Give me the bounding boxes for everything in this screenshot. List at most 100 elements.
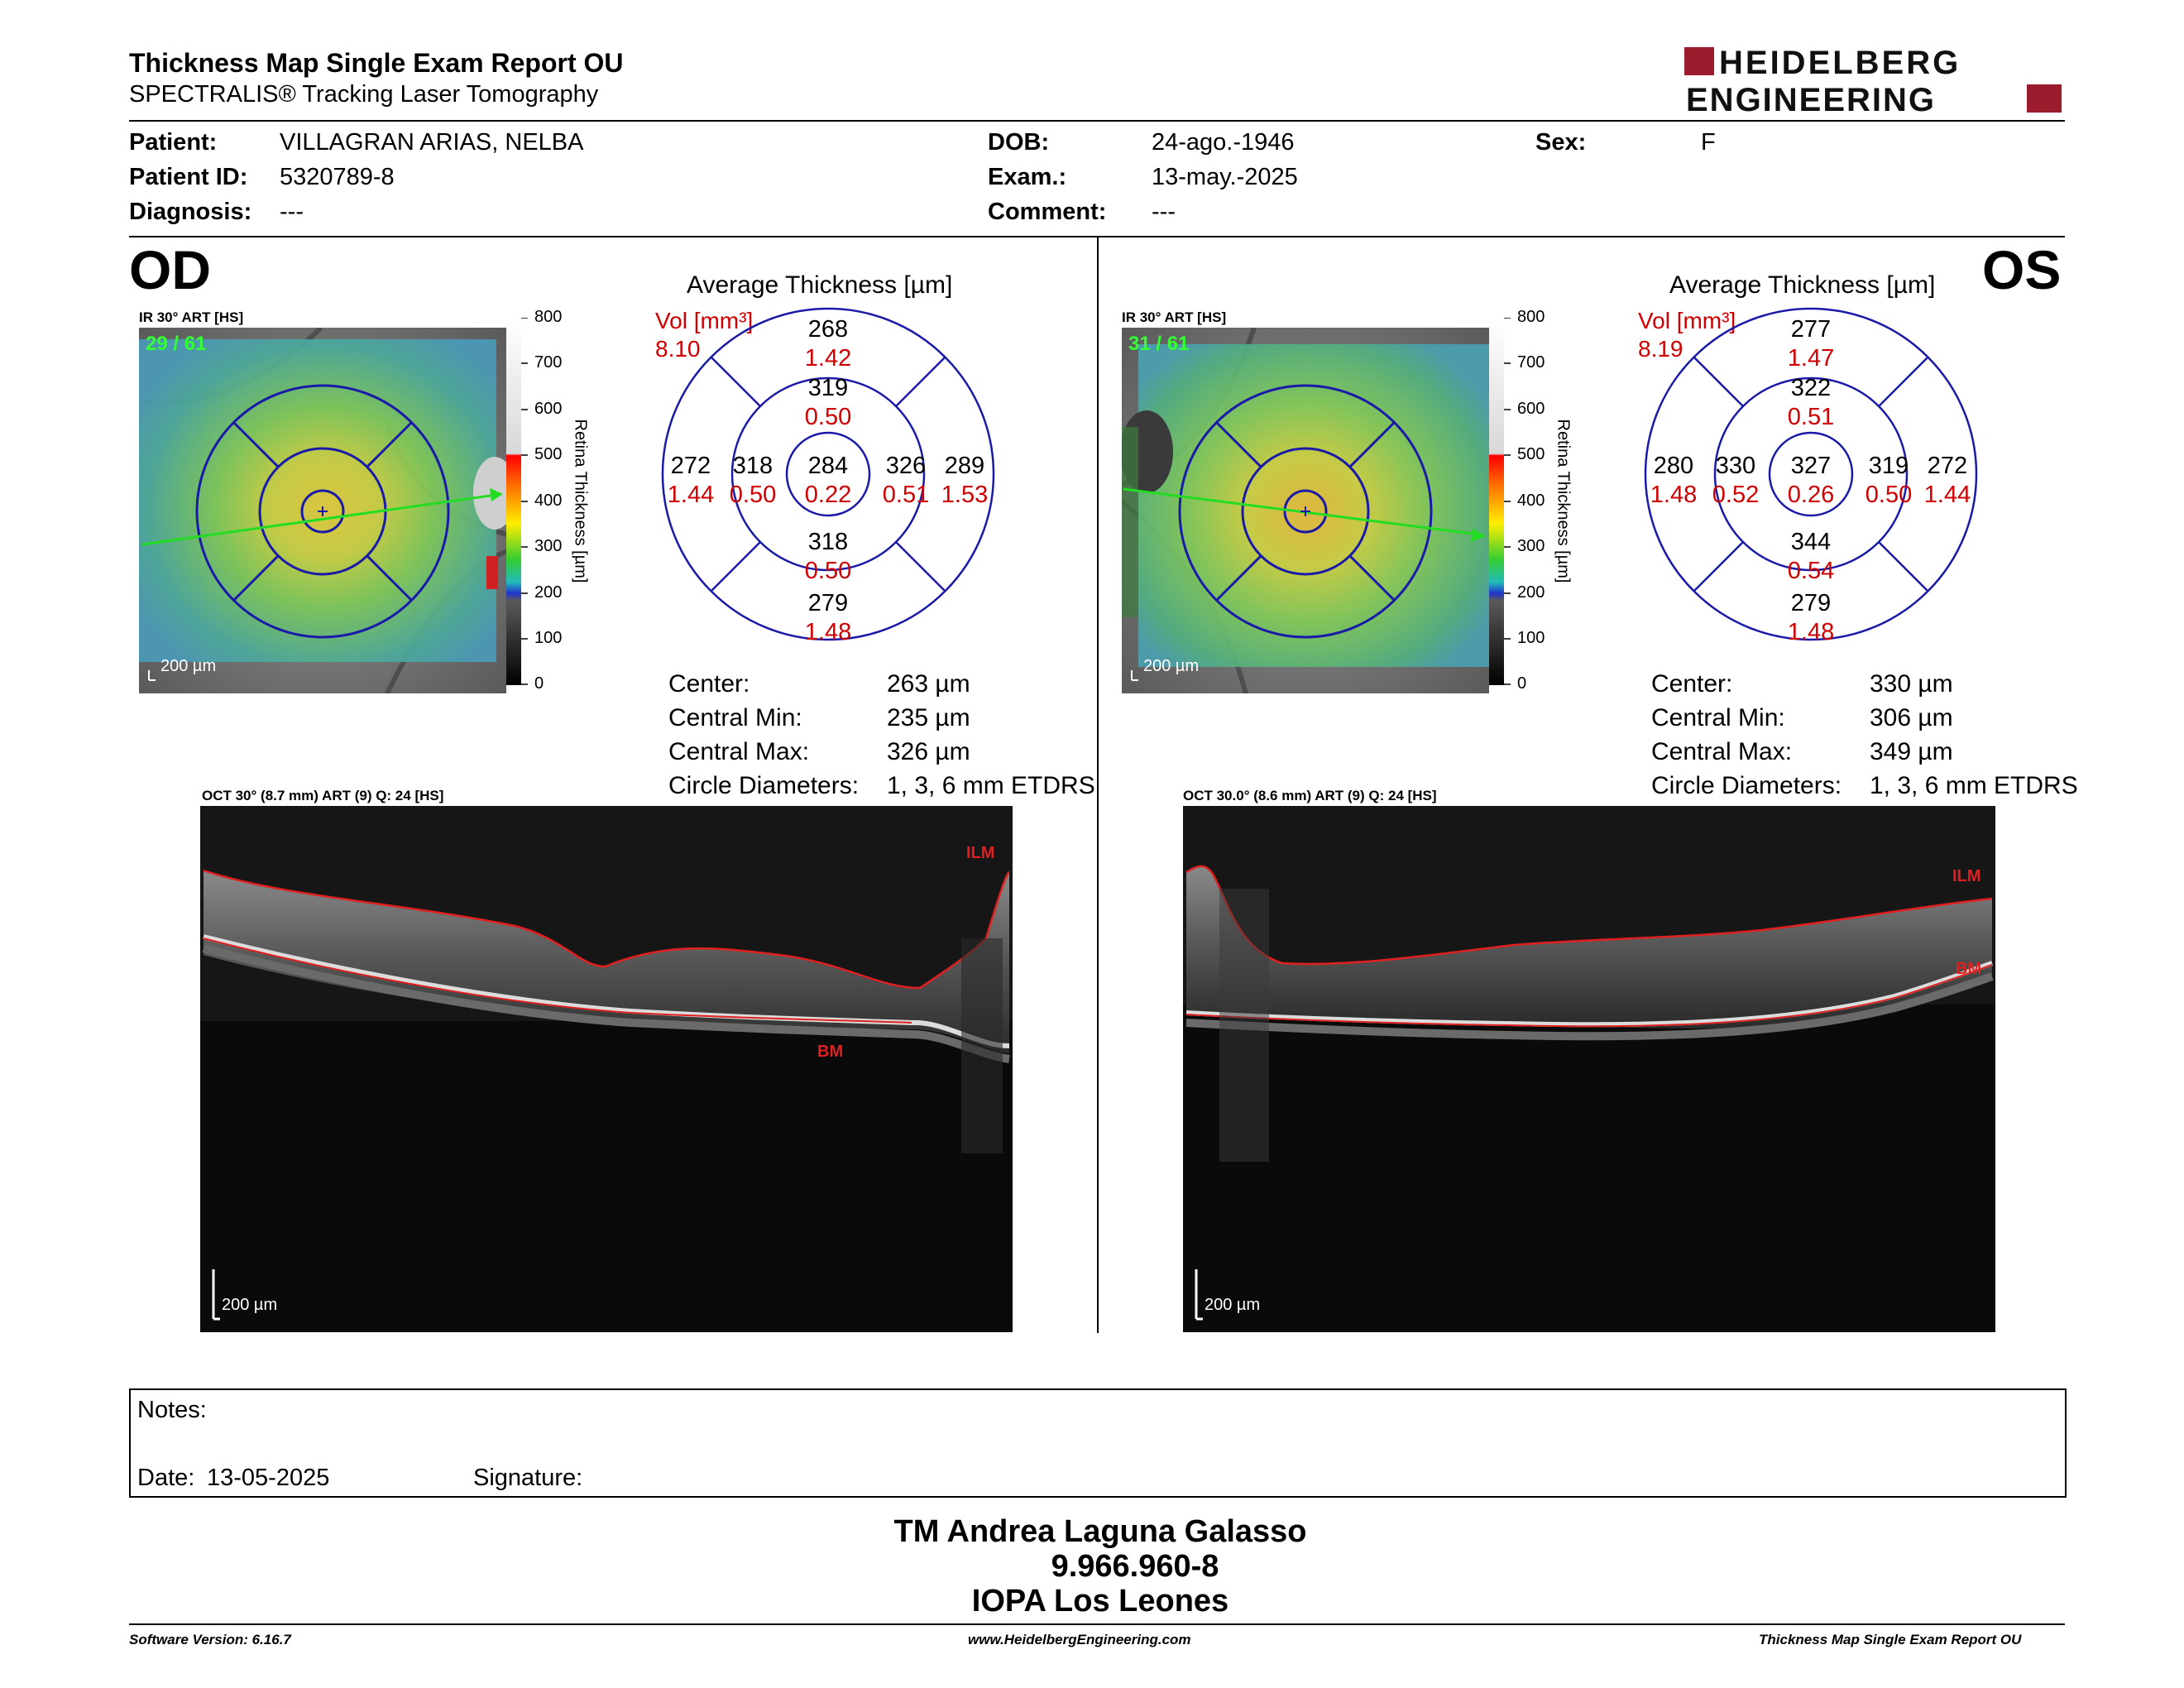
etdrs-outer-nasal-volume: 1.53	[941, 482, 988, 508]
etdrs-inner-superior-volume: 0.51	[1788, 404, 1834, 430]
etdrs-outer-temporal-volume: 1.44	[668, 482, 714, 508]
report-subtitle: SPECTRALIS® Tracking Laser Tomography	[129, 81, 599, 108]
colorbar-title: Retina Thickness [µm]	[571, 419, 590, 583]
ir-label-od: IR 30° ART [HS]	[139, 309, 244, 325]
sex-value: F	[1701, 129, 1716, 156]
bm-label-od: BM	[817, 1043, 844, 1061]
diagnosis-value: ---	[280, 199, 304, 225]
etdrs-outer-nasal-volume: 1.44	[1924, 482, 1971, 508]
colorbar-tick: 800	[534, 308, 563, 326]
ilm-label-os: ILM	[1952, 867, 1981, 885]
etdrs-grid-os: 277 1.47 322 0.51 280 1.48 330 0.52 327 …	[1641, 305, 1980, 645]
colorbar-tick: 300	[534, 537, 563, 555]
central-max-value-od: 326 µm	[887, 738, 970, 765]
scale-label-os: 200 µm	[1143, 657, 1200, 675]
colorbar-tick: 200	[1517, 583, 1545, 602]
etdrs-inner-inferior-thickness: 318	[808, 529, 848, 555]
oct-label-os: OCT 30.0° (8.6 mm) ART (9) Q: 24 [HS]	[1183, 788, 1437, 803]
etdrs-center-thickness: 284	[808, 453, 848, 479]
exam-value: 13-may.-2025	[1152, 164, 1298, 190]
avg-thickness-title-od: Average Thickness [µm]	[687, 271, 953, 299]
frame-count-os: 31 / 61	[1128, 333, 1190, 355]
date-label: Date:	[137, 1465, 195, 1491]
report-title: Thickness Map Single Exam Report OU	[129, 48, 624, 78]
eye-divider	[1097, 237, 1099, 1333]
svg-text:ENGINEERING: ENGINEERING	[1686, 82, 1936, 116]
footer-divider	[129, 1623, 2065, 1625]
colorbar-tick: 600	[534, 400, 563, 418]
patient-id-label: Patient ID:	[129, 164, 248, 190]
colorbar-tick: 0	[1517, 674, 1527, 693]
etdrs-inner-nasal-thickness: 326	[886, 453, 926, 479]
central-min-value-os: 306 µm	[1870, 704, 1953, 731]
oct-bscan-od	[200, 806, 1013, 1332]
website-link[interactable]: www.HeidelbergEngineering.com	[968, 1632, 1191, 1647]
etdrs-outer-nasal-thickness: 289	[945, 453, 984, 479]
oct-bscan-os	[1183, 806, 1995, 1332]
colorbar-tick: 300	[1517, 537, 1545, 555]
comment-label: Comment:	[988, 199, 1107, 225]
colorbar-tick: 700	[534, 353, 563, 372]
patient-id: 5320789-8	[280, 164, 395, 190]
comment-value: ---	[1152, 199, 1176, 225]
etdrs-outer-nasal-thickness: 272	[1928, 453, 1967, 479]
center-value-od: 263 µm	[887, 670, 970, 698]
oct-scale-od: 200 µm	[222, 1296, 278, 1314]
eye-label-os: OS	[1982, 239, 2062, 300]
etdrs-outer-temporal-thickness: 272	[671, 453, 711, 479]
etdrs-outer-inferior-thickness: 279	[808, 590, 848, 616]
etdrs-grid-od: 268 1.42 319 0.50 272 1.44 318 0.50 284 …	[659, 305, 998, 645]
colorbar-tick: 400	[1517, 492, 1545, 510]
etdrs-inner-superior-thickness: 319	[808, 375, 848, 401]
central-max-value-os: 349 µm	[1870, 738, 1953, 765]
circle-diameters-value-os: 1, 3, 6 mm ETDRS	[1870, 772, 2078, 799]
vol-value-od: 8.10	[655, 336, 701, 362]
notes-label: Notes:	[137, 1397, 207, 1423]
patient-name: VILLAGRAN ARIAS, NELBA	[280, 129, 584, 156]
center-label-os: Center:	[1651, 670, 1733, 698]
ilm-label-od: ILM	[966, 844, 995, 862]
colorbar-title: Retina Thickness [µm]	[1554, 419, 1573, 583]
oct-scale-os: 200 µm	[1205, 1296, 1261, 1314]
footer-report-title: Thickness Map Single Exam Report OU	[1759, 1632, 2022, 1647]
signature-label: Signature:	[473, 1465, 583, 1491]
colorbar-os	[1489, 317, 1580, 690]
etdrs-outer-superior-volume: 1.47	[1788, 345, 1834, 372]
avg-thickness-title-os: Average Thickness [µm]	[1669, 271, 1936, 299]
colorbar-tick: 100	[534, 629, 563, 647]
etdrs-outer-superior-thickness: 277	[1791, 316, 1831, 343]
header-divider	[129, 120, 2065, 122]
fundus-image-os	[1120, 327, 1489, 694]
exam-label: Exam.:	[988, 164, 1067, 190]
software-version: Software Version: 6.16.7	[129, 1632, 291, 1647]
etdrs-inner-superior-thickness: 322	[1791, 375, 1831, 401]
heidelberg-logo: HEIDELBERG ENGINEERING	[1684, 45, 2065, 118]
circle-diameters-label-od: Circle Diameters:	[668, 772, 860, 799]
colorbar-tick: 100	[1517, 629, 1545, 647]
notes-box[interactable]: Notes: Date: 13-05-2025 Signature:	[129, 1388, 2067, 1498]
central-min-label-od: Central Min:	[668, 704, 802, 731]
colorbar-tick: 500	[534, 445, 563, 463]
signer-id: 9.966.960-8	[1051, 1549, 1219, 1584]
frame-count-od: 29 / 61	[146, 333, 207, 355]
etdrs-inner-temporal-thickness: 318	[733, 453, 773, 479]
bm-label-os: BM	[1956, 960, 1982, 978]
center-label-od: Center:	[668, 670, 750, 698]
central-min-label-os: Central Min:	[1651, 704, 1785, 731]
eye-label-od: OD	[129, 239, 211, 300]
signer-name: TM Andrea Laguna Galasso	[893, 1514, 1307, 1549]
etdrs-inner-inferior-volume: 0.54	[1788, 558, 1834, 584]
etdrs-inner-temporal-volume: 0.50	[730, 482, 776, 508]
svg-text:HEIDELBERG: HEIDELBERG	[1719, 45, 1961, 81]
sex-label: Sex:	[1535, 129, 1587, 156]
circle-diameters-label-os: Circle Diameters:	[1651, 772, 1842, 799]
dob-label: DOB:	[988, 129, 1050, 156]
colorbar-tick: 200	[534, 583, 563, 602]
patient-label: Patient:	[129, 129, 218, 156]
etdrs-center-volume: 0.26	[1788, 482, 1834, 508]
etdrs-inner-superior-volume: 0.50	[805, 404, 851, 430]
etdrs-inner-inferior-volume: 0.50	[805, 558, 851, 584]
colorbar-tick: 800	[1517, 308, 1545, 326]
etdrs-center-thickness: 327	[1791, 453, 1831, 479]
diagnosis-label: Diagnosis:	[129, 199, 252, 225]
